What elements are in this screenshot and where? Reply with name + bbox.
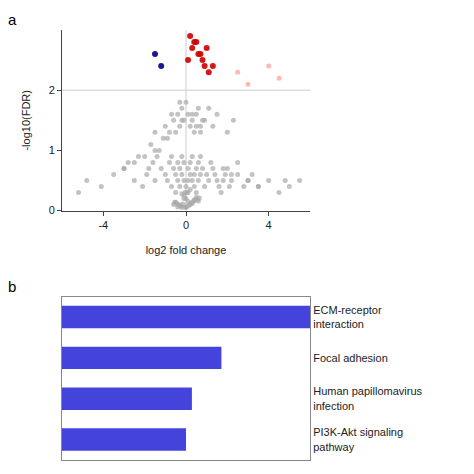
svg-text:ECM-receptorinteraction: ECM-receptorinteraction — [313, 304, 382, 330]
svg-text:4: 4 — [266, 219, 272, 231]
svg-text:PI3K-Akt signalingpathway: PI3K-Akt signalingpathway — [313, 426, 403, 452]
svg-text:-log10(FDR): -log10(FDR) — [20, 90, 32, 151]
svg-text:0: 0 — [49, 204, 55, 216]
svg-text:0: 0 — [183, 219, 189, 231]
svg-text:Human papillomavirusinfection: Human papillomavirusinfection — [313, 385, 422, 411]
svg-text:2: 2 — [49, 84, 55, 96]
svg-text:a: a — [8, 11, 17, 28]
svg-text:-4: -4 — [98, 219, 108, 231]
svg-text:Focal adhesion: Focal adhesion — [313, 352, 388, 364]
svg-text:log2 fold change: log2 fold change — [146, 244, 227, 256]
svg-text:b: b — [8, 278, 16, 295]
svg-text:1: 1 — [49, 144, 55, 156]
